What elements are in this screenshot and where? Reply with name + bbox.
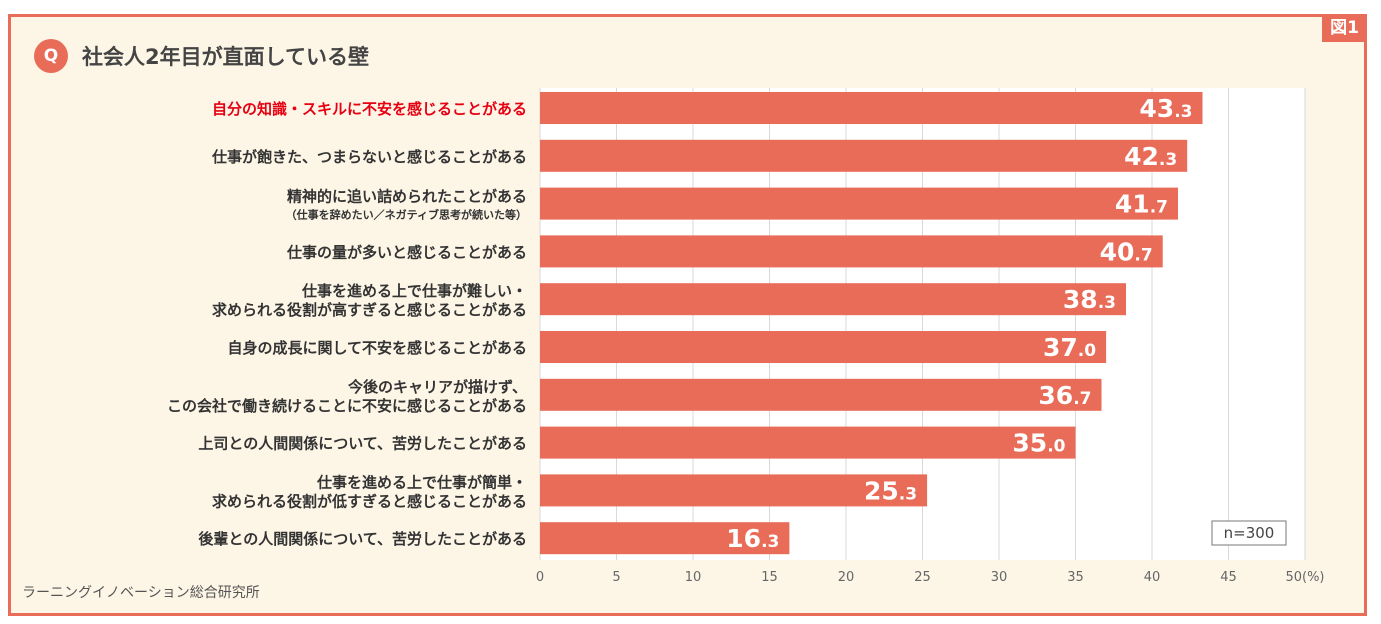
bar — [540, 378, 1102, 411]
bar-value-label: 37.0 — [1043, 333, 1096, 362]
bar-value-label: 16.3 — [726, 524, 779, 553]
category-label: 今後のキャリアが描けず、 — [347, 378, 527, 396]
x-tick-label: 50(%) — [1285, 570, 1324, 585]
sample-size-note: n=300 — [1224, 524, 1275, 542]
bar-value-label: 43.3 — [1139, 94, 1192, 123]
x-tick-label: 45 — [1220, 570, 1237, 585]
x-tick-label: 20 — [838, 570, 855, 585]
bar-value-label: 41.7 — [1115, 190, 1168, 219]
x-tick-label: 25 — [914, 570, 931, 585]
category-label: 自身の成長に関して不安を感じることがある — [227, 339, 527, 357]
x-tick-label: 10 — [685, 570, 702, 585]
bar — [540, 139, 1188, 172]
category-label: 自分の知識・スキルに不安を感じることがある — [212, 100, 527, 118]
bar — [540, 283, 1126, 316]
question-badge-icon: Q — [34, 39, 68, 73]
bar — [540, 426, 1076, 459]
bar-value-label: 42.3 — [1124, 142, 1177, 171]
category-label: 後輩との人間関係について、苦労したことがある — [197, 530, 527, 548]
bar-value-label: 25.3 — [864, 476, 917, 505]
bar — [540, 474, 928, 507]
figure-tag: 図1 — [1322, 14, 1367, 42]
bar-value-label: 35.0 — [1012, 429, 1065, 458]
bar — [540, 92, 1203, 124]
category-label: 仕事の量が多いと感じることがある — [286, 243, 527, 261]
bar — [540, 187, 1179, 220]
bar — [540, 522, 790, 555]
x-tick-label: 15 — [761, 570, 778, 585]
category-label: 求められる役割が高すぎると感じることがある — [212, 301, 527, 319]
sample-size-box — [1211, 520, 1287, 546]
x-tick-label: 0 — [536, 570, 544, 585]
bar-value-label: 36.7 — [1038, 381, 1091, 410]
x-tick-label: 35 — [1067, 570, 1084, 585]
bar — [540, 235, 1163, 268]
category-label: 求められる役割が低すぎると感じることがある — [212, 492, 527, 510]
bar — [540, 331, 1107, 363]
category-label: 上司との人間関係について、苦労したことがある — [198, 435, 527, 453]
chart-title: 社会人2年目が直面している壁 — [82, 45, 369, 69]
source-credit: ラーニングイノベーション総合研究所 — [22, 585, 260, 601]
bar-value-label: 38.3 — [1063, 285, 1116, 314]
category-label: 仕事を進める上で仕事が簡単・ — [316, 473, 527, 491]
category-label: 精神的に追い詰められたことがある — [287, 188, 527, 206]
x-tick-label: 5 — [612, 570, 620, 585]
category-label: この会社で働き続けることに不安に感じることがある — [167, 397, 527, 415]
bar-value-label: 40.7 — [1100, 237, 1153, 266]
x-tick-label: 40 — [1144, 570, 1161, 585]
category-label: 仕事が飽きた、つまらないと感じることがある — [211, 148, 527, 166]
x-tick-label: 30 — [991, 570, 1008, 585]
category-sublabel: （仕事を辞めたい／ネガティブ思考が続いた等） — [286, 208, 527, 222]
category-label: 仕事を進める上で仕事が難しい・ — [301, 282, 527, 300]
